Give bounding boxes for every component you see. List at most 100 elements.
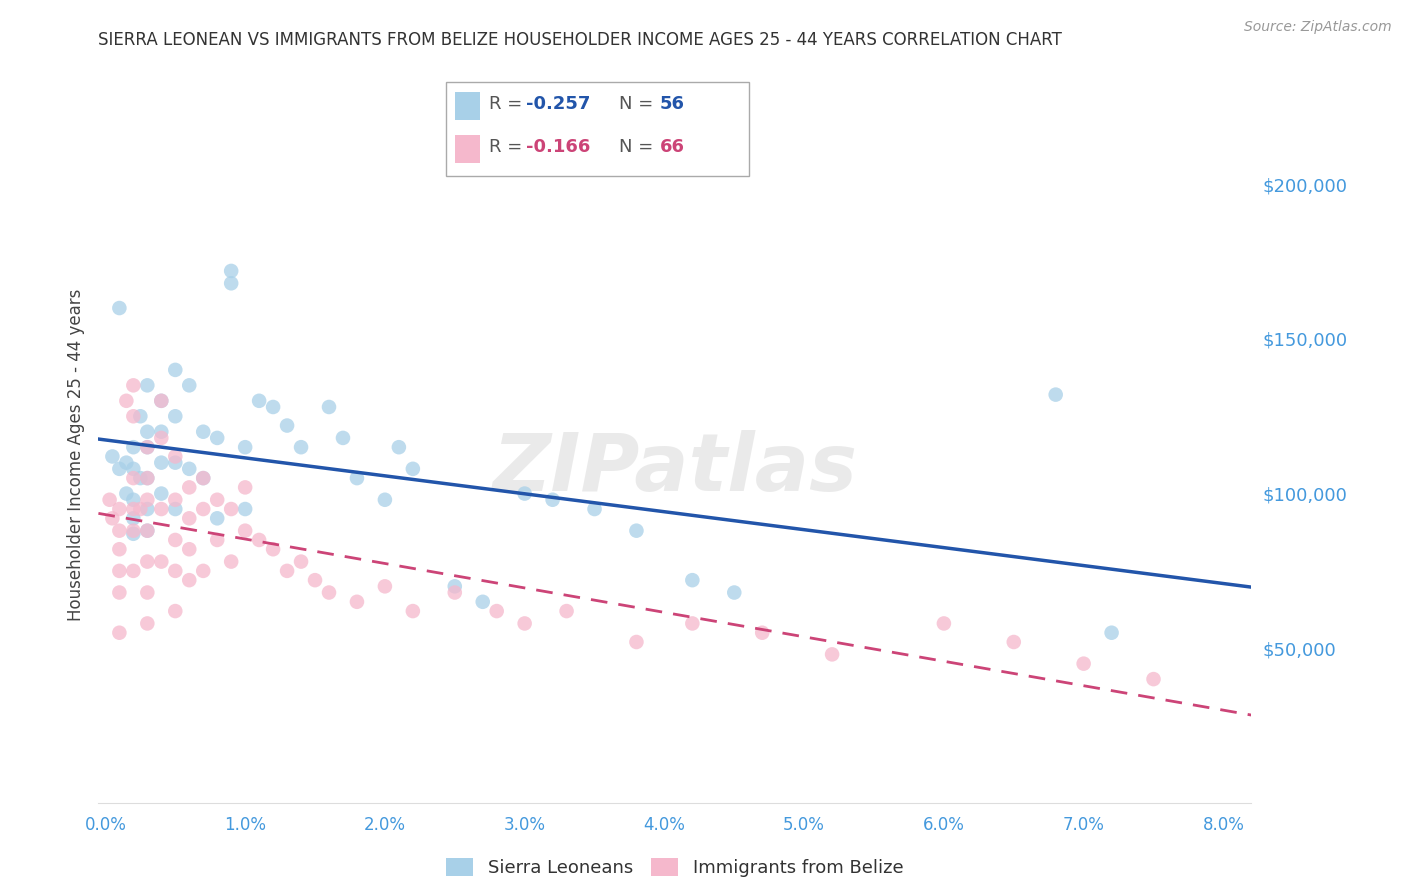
- Point: [136, 471, 159, 485]
- Point: [165, 409, 187, 424]
- FancyBboxPatch shape: [446, 82, 749, 177]
- Point: [247, 533, 270, 547]
- Point: [108, 564, 131, 578]
- Point: [122, 564, 145, 578]
- Point: [108, 301, 131, 315]
- Point: [555, 604, 578, 618]
- Point: [1101, 625, 1123, 640]
- Point: [150, 393, 173, 408]
- Point: [1002, 635, 1025, 649]
- Point: [626, 524, 648, 538]
- Point: [233, 480, 256, 494]
- Point: [108, 625, 131, 640]
- Point: [346, 471, 368, 485]
- Point: [205, 492, 228, 507]
- Point: [150, 502, 173, 516]
- Point: [205, 511, 228, 525]
- Point: [136, 585, 159, 599]
- Point: [332, 431, 354, 445]
- Point: [541, 492, 564, 507]
- Point: [583, 502, 606, 516]
- Point: [150, 456, 173, 470]
- Y-axis label: Householder Income Ages 25 - 44 years: Householder Income Ages 25 - 44 years: [66, 289, 84, 621]
- Point: [150, 425, 173, 439]
- Text: 56: 56: [659, 95, 685, 112]
- Text: 66: 66: [659, 138, 685, 156]
- Point: [136, 378, 159, 392]
- Point: [205, 533, 228, 547]
- Point: [374, 579, 396, 593]
- Text: N =: N =: [619, 138, 659, 156]
- Point: [193, 425, 215, 439]
- Point: [98, 492, 121, 507]
- Text: R =: R =: [489, 138, 529, 156]
- Point: [165, 456, 187, 470]
- Point: [346, 595, 368, 609]
- Point: [165, 533, 187, 547]
- Text: Source: ZipAtlas.com: Source: ZipAtlas.com: [1244, 20, 1392, 34]
- Point: [681, 573, 703, 587]
- Point: [681, 616, 703, 631]
- Point: [262, 542, 284, 557]
- Point: [318, 585, 340, 599]
- Point: [165, 492, 187, 507]
- Legend: Sierra Leoneans, Immigrants from Belize: Sierra Leoneans, Immigrants from Belize: [439, 850, 911, 884]
- Text: R =: R =: [489, 95, 529, 112]
- Point: [193, 502, 215, 516]
- Point: [443, 585, 465, 599]
- Point: [122, 511, 145, 525]
- Point: [136, 555, 159, 569]
- Point: [122, 409, 145, 424]
- Point: [129, 471, 152, 485]
- Point: [101, 450, 124, 464]
- Point: [1045, 387, 1067, 401]
- Point: [179, 511, 201, 525]
- Bar: [456, 92, 479, 120]
- Point: [626, 635, 648, 649]
- Point: [108, 542, 131, 557]
- Point: [443, 579, 465, 593]
- Point: [136, 616, 159, 631]
- Point: [136, 492, 159, 507]
- Point: [179, 480, 201, 494]
- Point: [723, 585, 745, 599]
- Point: [276, 564, 298, 578]
- Point: [101, 511, 124, 525]
- Point: [193, 564, 215, 578]
- Point: [179, 378, 201, 392]
- Text: -0.257: -0.257: [526, 95, 591, 112]
- Point: [219, 264, 242, 278]
- Point: [219, 502, 242, 516]
- Point: [485, 604, 508, 618]
- Text: N =: N =: [619, 95, 659, 112]
- Point: [122, 471, 145, 485]
- Point: [108, 502, 131, 516]
- Point: [136, 502, 159, 516]
- Point: [219, 277, 242, 291]
- Point: [1142, 672, 1164, 686]
- Point: [821, 648, 844, 662]
- Point: [290, 555, 312, 569]
- Point: [122, 440, 145, 454]
- Point: [1073, 657, 1095, 671]
- Point: [122, 502, 145, 516]
- Point: [108, 524, 131, 538]
- Point: [136, 440, 159, 454]
- Point: [122, 526, 145, 541]
- Point: [129, 409, 152, 424]
- Point: [193, 471, 215, 485]
- Point: [471, 595, 494, 609]
- Point: [122, 462, 145, 476]
- Point: [179, 462, 201, 476]
- Point: [136, 425, 159, 439]
- Point: [751, 625, 773, 640]
- Point: [115, 486, 138, 500]
- Point: [136, 440, 159, 454]
- Point: [108, 585, 131, 599]
- Point: [150, 393, 173, 408]
- Point: [513, 616, 536, 631]
- Point: [233, 524, 256, 538]
- Point: [165, 450, 187, 464]
- Point: [932, 616, 955, 631]
- Point: [262, 400, 284, 414]
